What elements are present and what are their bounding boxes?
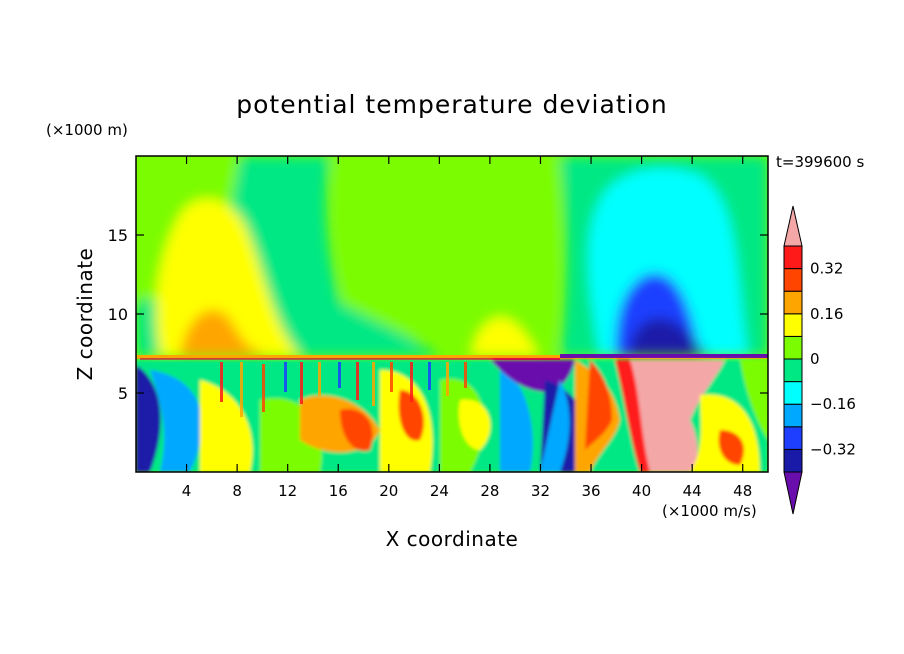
x-tick-label: 32 (531, 482, 550, 500)
colorbar-label: −0.16 (810, 395, 856, 413)
x-tick-label: 36 (581, 482, 600, 500)
colorbar-swatch (783, 245, 803, 270)
colorbar-swatch (783, 358, 803, 383)
colorbar-bottom-triangle (783, 471, 803, 515)
x-tick-label: 16 (329, 482, 348, 500)
colorbar-swatch (783, 268, 803, 292)
y-axis-label: Z coordinate (73, 248, 97, 381)
colorbar-swatch (783, 448, 803, 473)
x-tick-label: 12 (278, 482, 297, 500)
y-tick-label: 10 (108, 305, 128, 324)
colorbar-swatch (783, 313, 803, 337)
y-tick-label: 15 (108, 226, 128, 245)
colorbar-swatch (783, 403, 803, 428)
contour-field (136, 156, 768, 472)
colorbar-swatch (783, 426, 803, 450)
x-tick-label: 28 (480, 482, 499, 500)
x-axis: 4 8 12 16 20 24 28 32 36 40 44 48 (182, 156, 752, 500)
x-unit-label: (×1000 m/s) (662, 502, 757, 520)
x-tick-label: 8 (232, 482, 242, 500)
colorbar-label: −0.32 (810, 440, 856, 458)
colorbar: 0.32 0.16 0 −0.16 −0.32 (783, 205, 856, 515)
x-tick-label: 24 (430, 482, 449, 500)
y-axis: 5 10 15 (108, 226, 768, 403)
chart-title: potential temperature deviation (236, 90, 667, 119)
colorbar-swatch (783, 335, 803, 360)
colorbar-swatch (783, 290, 803, 315)
x-axis-label: X coordinate (386, 527, 519, 551)
time-label: t=399600 s (776, 153, 864, 171)
colorbar-label: 0.16 (810, 305, 843, 323)
x-tick-label: 48 (733, 482, 752, 500)
colorbar-label: 0 (810, 350, 820, 368)
x-tick-label: 20 (379, 482, 398, 500)
y-unit-label: (×1000 m) (46, 121, 128, 139)
y-tick-label: 5 (118, 384, 128, 403)
x-tick-label: 4 (182, 482, 192, 500)
colorbar-swatch (783, 381, 803, 405)
colorbar-label: 0.32 (810, 260, 843, 278)
x-tick-label: 40 (632, 482, 651, 500)
x-tick-label: 44 (683, 482, 702, 500)
colorbar-top-triangle (783, 205, 803, 247)
